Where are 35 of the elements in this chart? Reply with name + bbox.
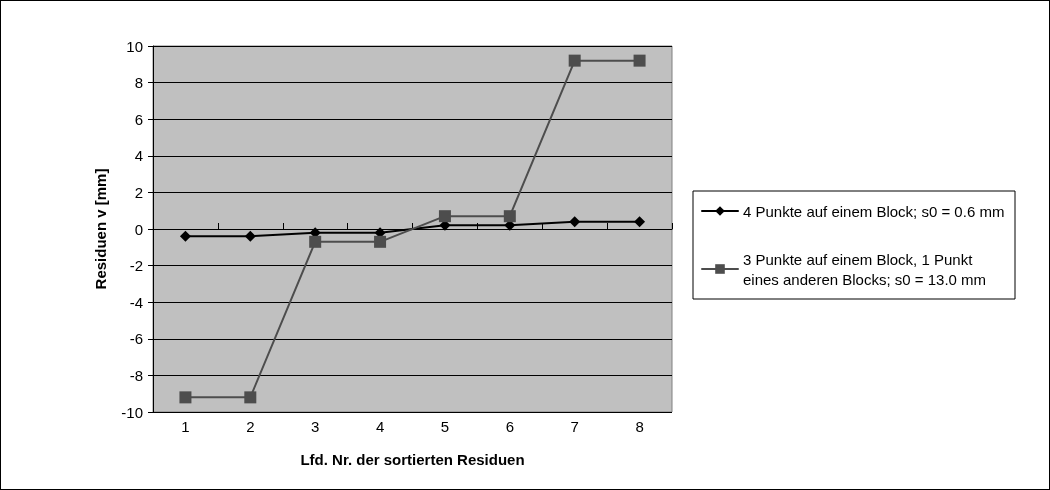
- x-tick-label: 1: [181, 418, 190, 435]
- point: [244, 391, 257, 404]
- y-tick-label: 6: [134, 110, 143, 128]
- y-tick-label: 10: [126, 37, 143, 55]
- point: [244, 230, 256, 242]
- y-tick-label: -8: [129, 366, 143, 384]
- y-tick-label: 8: [134, 74, 143, 92]
- y-tick-label: 4: [134, 147, 143, 165]
- point: [309, 235, 322, 248]
- legend-label: 3 Punkte auf einem Block, 1 Punkt eines anderen Blocks; s0 = 13.0 mm: [743, 250, 987, 288]
- y-axis-title: Residuen v [mm]: [92, 168, 109, 290]
- point: [568, 54, 581, 67]
- x-tick-label: 5: [440, 418, 450, 435]
- point: [179, 230, 191, 242]
- y-tick-label: -2: [129, 257, 143, 275]
- legend-label: 4 Punkte auf einem Block; s0 = 0.6 mm: [743, 202, 1005, 220]
- y-tick-label: 2: [134, 183, 143, 201]
- point: [179, 391, 192, 404]
- point: [438, 210, 451, 223]
- point: [374, 235, 387, 248]
- y-tick-label: -10: [121, 403, 143, 421]
- x-tick-label: 8: [635, 418, 644, 435]
- x-axis-title: Lfd. Nr. der sortierten Residuen: [300, 451, 525, 468]
- x-tick-label: 7: [570, 418, 579, 435]
- y-tick-label: -4: [129, 293, 143, 311]
- x-tick-label: 4: [375, 418, 385, 435]
- point: [633, 54, 646, 67]
- y-tick-label: 0: [134, 220, 143, 238]
- x-tick-label: 2: [246, 418, 255, 435]
- y-tick-label: -6: [129, 330, 143, 348]
- point: [569, 216, 581, 228]
- x-tick-label: 6: [505, 418, 514, 435]
- x-tick-label: 3: [311, 418, 320, 435]
- point: [503, 210, 516, 223]
- point: [634, 216, 646, 228]
